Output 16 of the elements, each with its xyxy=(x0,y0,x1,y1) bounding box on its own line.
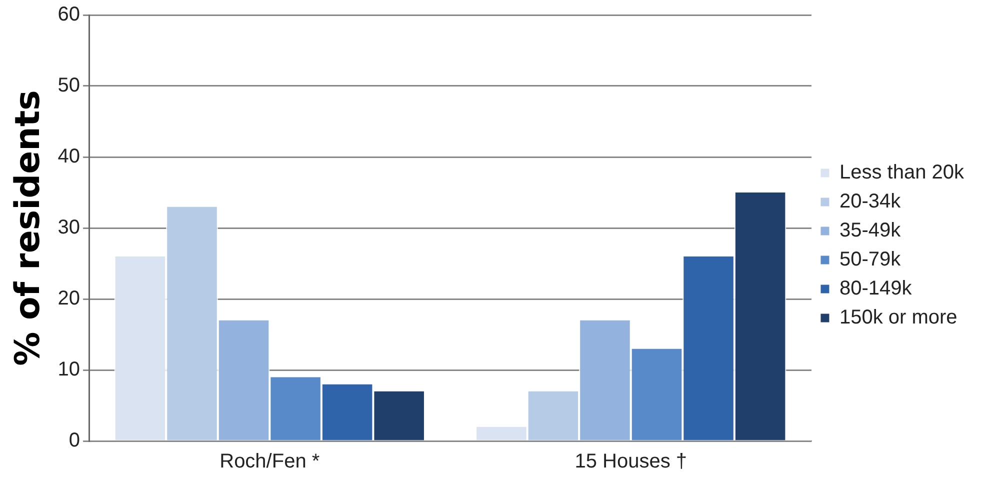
legend-label: 20-34k xyxy=(839,190,902,213)
y-tick-label: 60 xyxy=(58,4,80,26)
y-axis-title: % of residents xyxy=(8,90,48,366)
x-tick-label: Roch/Fen * xyxy=(220,450,320,473)
legend-label: 35-49k xyxy=(839,220,902,242)
y-tick-label: 10 xyxy=(58,358,80,381)
x-tick-label: 15 Houses † xyxy=(574,450,688,473)
y-tick-label: 20 xyxy=(58,288,80,310)
y-tick-label: 40 xyxy=(58,146,80,168)
legend-label: 80-149k xyxy=(839,278,913,300)
legend-label: 150k or more xyxy=(839,306,958,329)
y-tick-label: 50 xyxy=(58,74,80,97)
legend-label: 50-79k xyxy=(839,248,902,271)
y-tick-label: 30 xyxy=(58,216,80,239)
y-tick-label: 0 xyxy=(68,430,80,452)
legend-label: Less than 20k xyxy=(839,162,965,184)
